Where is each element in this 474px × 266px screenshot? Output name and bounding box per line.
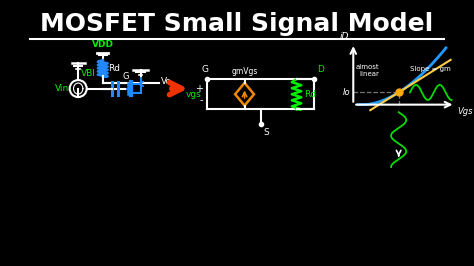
Text: Vo: Vo: [161, 77, 172, 85]
Text: Rd: Rd: [109, 64, 120, 73]
Text: Io: Io: [343, 88, 350, 97]
Text: VBI: VBI: [81, 69, 96, 78]
Text: -: -: [200, 95, 203, 105]
Text: almost
linear: almost linear: [356, 64, 380, 77]
Text: Slope = gm: Slope = gm: [410, 66, 451, 72]
Text: G: G: [201, 65, 209, 74]
Text: Vgs: Vgs: [457, 107, 473, 117]
Text: MOSFET Small Signal Model: MOSFET Small Signal Model: [40, 12, 434, 36]
Text: Rd: Rd: [304, 90, 316, 99]
Text: Vin: Vin: [55, 84, 69, 93]
Text: S: S: [264, 128, 269, 137]
Text: iD: iD: [340, 32, 349, 41]
Text: D: D: [318, 65, 324, 74]
Text: VDD: VDD: [92, 40, 114, 49]
Text: G: G: [123, 72, 129, 81]
Text: vgs: vgs: [185, 90, 201, 99]
Text: +: +: [195, 84, 203, 94]
Text: gmVgs: gmVgs: [231, 67, 258, 76]
